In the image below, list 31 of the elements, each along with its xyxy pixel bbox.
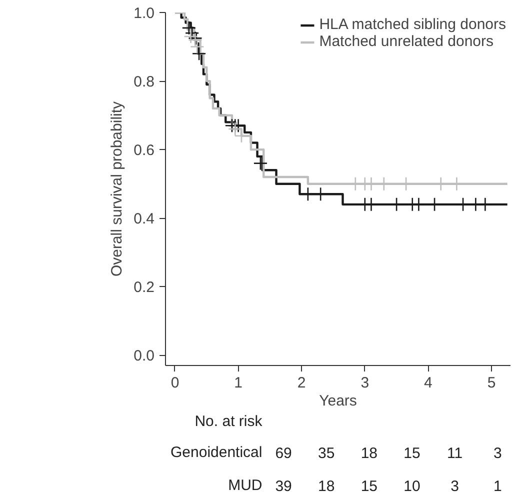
y-axis-title: Overall survival probability [108,100,126,277]
text: 15 [360,478,378,495]
text: 35 [318,445,335,462]
text: 3 [450,478,460,495]
y-tick-label: 0.2 [134,279,155,296]
text: 18 [318,478,335,495]
text: 10 [404,478,420,495]
y-tick-label: 0.0 [134,348,155,365]
y-tick-label: 0.8 [134,74,155,91]
x-tick-label: 5 [487,374,496,392]
text: 11 [447,445,463,462]
y-tick-label: 0.6 [134,142,155,160]
text: 39 [275,478,292,495]
legend-label: Matched unrelated donors [319,33,494,50]
text: MUD [228,477,262,494]
y-tick-label: 0.4 [134,210,155,228]
text: Genoidentical [170,444,262,461]
x-tick-label: 0 [170,374,180,392]
text: 1 [493,478,502,495]
text: 15 [404,445,420,462]
x-tick-label: 2 [297,374,306,392]
x-tick-label: 4 [424,374,432,392]
x-axis-title: Years [319,392,357,410]
text: No. at risk [194,413,263,430]
x-tick-label: 1 [234,374,242,392]
legend-label: HLA matched sibling donors [319,16,506,33]
x-tick-label: 3 [360,374,370,392]
text: 3 [493,445,502,462]
text: 69 [275,445,292,462]
y-tick-label: 1.0 [134,5,155,22]
text: 18 [360,445,378,462]
